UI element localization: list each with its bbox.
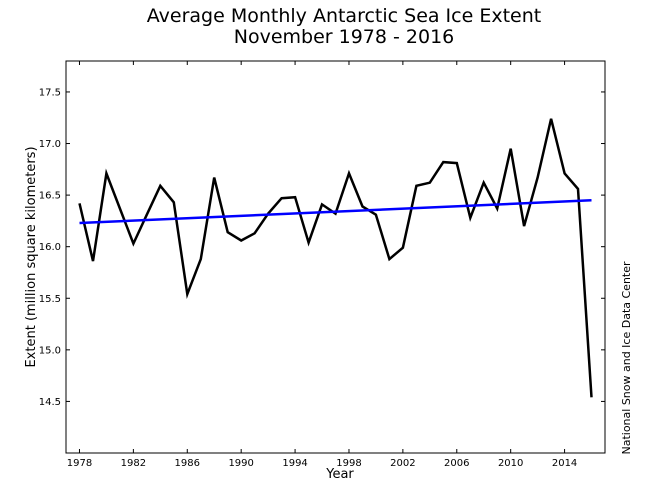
y-tick-label: 16.5 xyxy=(39,191,61,202)
x-tick-label: 1978 xyxy=(67,458,92,469)
chart-title: Average Monthly Antarctic Sea Ice Extent xyxy=(147,5,541,27)
plot-area xyxy=(65,60,606,454)
y-axis-label: Extent (million square kilometers) xyxy=(24,146,39,367)
y-tick-label: 17.0 xyxy=(39,139,61,150)
y-tick-label: 15.5 xyxy=(39,294,61,305)
x-tick-label: 1986 xyxy=(175,458,200,469)
trend-line xyxy=(79,199,592,225)
y-tick-label: 16.0 xyxy=(39,242,61,253)
x-tick-label: 1998 xyxy=(336,458,361,469)
x-tick-label: 2006 xyxy=(444,458,469,469)
x-tick-label: 1982 xyxy=(121,458,146,469)
x-tick-label: 1990 xyxy=(228,458,253,469)
x-tick-label: 2014 xyxy=(552,458,577,469)
y-tick-label: 15.0 xyxy=(39,345,61,356)
credit-label: National Snow and Ice Data Center xyxy=(620,261,633,455)
x-tick-label: 2010 xyxy=(498,458,523,469)
x-tick-label: 2002 xyxy=(390,458,415,469)
y-tick-label: 17.5 xyxy=(39,87,61,98)
x-axis-label: Year xyxy=(325,467,354,482)
y-tick-label: 14.5 xyxy=(39,397,61,408)
extent-series-line xyxy=(78,118,593,398)
chart-subtitle: November 1978 - 2016 xyxy=(234,26,455,48)
x-tick-label: 1994 xyxy=(282,458,307,469)
